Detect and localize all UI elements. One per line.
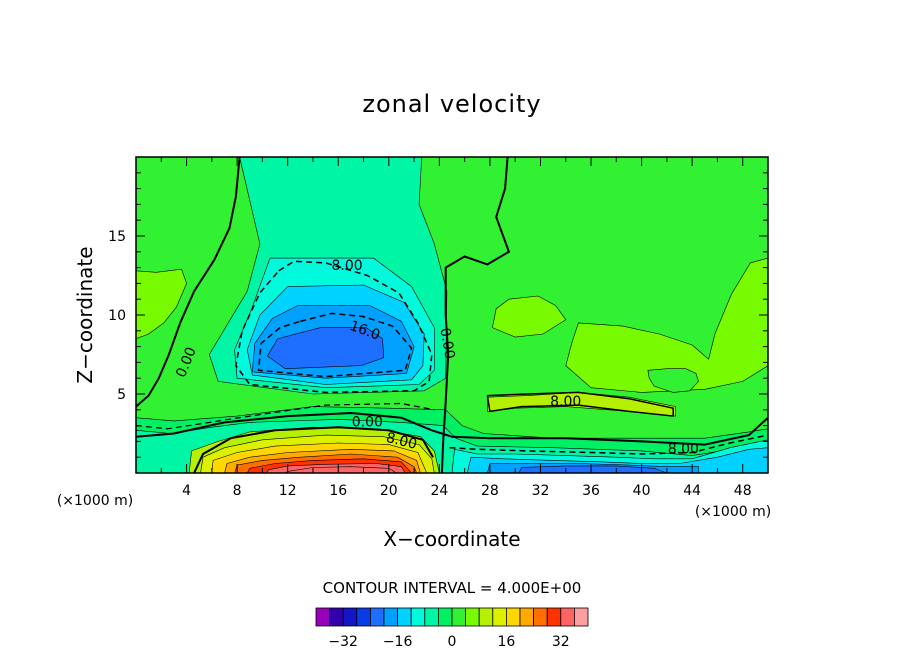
contour-line-minus-right: [449, 434, 768, 455]
colorbar-swatch: [342, 607, 358, 627]
contour-line-zero-lower: [136, 411, 768, 446]
colorbar: [315, 607, 589, 627]
contour-label: 8.00: [384, 430, 418, 453]
x-tick-label: 20: [380, 483, 398, 499]
x-unit-right: (×1000 m): [695, 504, 771, 520]
contour-label: 0.00: [436, 327, 457, 360]
colorbar-swatch: [546, 607, 562, 627]
contour-line-zero-left: [136, 157, 241, 408]
colorbar-swatch: [315, 607, 331, 627]
contour-line-eight-lower: [193, 426, 434, 473]
x-tick-label: 48: [734, 483, 752, 499]
x-unit-left: (×1000 m): [57, 493, 133, 509]
colorbar-swatch: [437, 607, 453, 627]
colorbar-swatch: [560, 607, 575, 627]
contour-line-eight-right: [486, 391, 674, 417]
colorbar-tick-label: 0: [448, 634, 457, 650]
x-tick-label: 32: [532, 483, 550, 499]
region-right-upper-patch: [492, 295, 567, 338]
x-tick-label: 36: [582, 483, 600, 499]
colorbar-swatch: [451, 607, 467, 627]
contour-line-sixteen: [257, 312, 413, 378]
y-tick-label: 5: [117, 387, 126, 403]
colorbar-swatch: [369, 607, 385, 627]
colorbar-swatch: [356, 607, 371, 627]
chart-title: zonal velocity: [362, 90, 541, 118]
contour-label: 8.00: [550, 394, 581, 410]
x-tick-label: 16: [329, 483, 347, 499]
contour-line-minus-left: [136, 402, 435, 430]
region-upper-jet-core: [267, 327, 385, 370]
colorbar-swatch: [574, 607, 589, 627]
y-tick-label: 15: [108, 229, 126, 245]
colorbar-swatch: [492, 607, 507, 627]
x-tick-label: 12: [279, 483, 297, 499]
colorbar-swatch: [329, 607, 344, 627]
colorbar-tick-label: −16: [383, 634, 413, 650]
colorbar-tick-label: 32: [552, 634, 570, 650]
region-dark-spot: [647, 368, 699, 393]
colorbar-swatch: [465, 607, 480, 627]
y-tick-label: 10: [108, 308, 126, 324]
colorbar-swatch: [505, 607, 521, 627]
x-tick-label: 8: [233, 483, 242, 499]
colorbar-swatch: [410, 607, 426, 627]
colorbar-swatch: [397, 607, 412, 627]
contour-label: 0.00: [352, 414, 383, 430]
colorbar-swatch: [383, 607, 399, 627]
contour-line-eight-upper: [235, 260, 433, 394]
region-right-lower-patch: [565, 257, 768, 393]
y-axis-label: Z−coordinate: [73, 246, 97, 383]
x-tick-label: 24: [430, 483, 448, 499]
contour-interval: CONTOUR INTERVAL = 4.000E+00: [323, 579, 582, 597]
colorbar-swatch: [424, 607, 439, 627]
contour-line-zero-right: [440, 157, 511, 473]
colorbar-swatch: [478, 607, 494, 627]
x-tick-label: 4: [182, 483, 191, 499]
x-tick-label: 40: [633, 483, 651, 499]
x-axis-label: X−coordinate: [383, 527, 520, 551]
contour-label: 8.00: [332, 258, 363, 274]
colorbar-swatch: [533, 607, 548, 627]
colorbar-tick-label: −32: [328, 634, 358, 650]
x-tick-label: 44: [683, 483, 701, 499]
region-right-lower-deep: [518, 465, 668, 473]
contour-label: 8.00: [668, 441, 699, 457]
x-tick-label: 28: [481, 483, 499, 499]
colorbar-swatch: [519, 607, 535, 627]
colorbar-tick-label: 16: [497, 634, 515, 650]
region-left-patch: [136, 268, 187, 340]
